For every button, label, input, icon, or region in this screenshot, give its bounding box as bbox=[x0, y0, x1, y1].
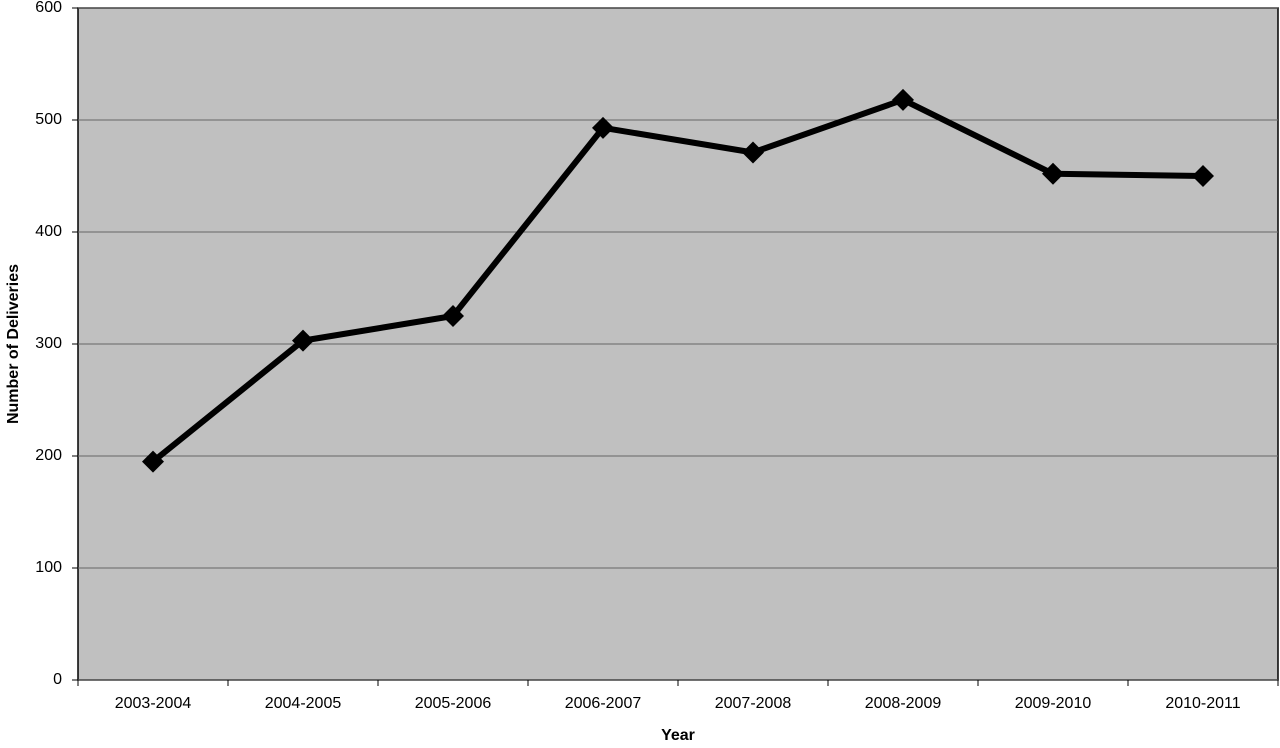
y-tick-label: 600 bbox=[35, 0, 62, 16]
data-line bbox=[151, 96, 1204, 464]
data-marker bbox=[892, 88, 914, 111]
y-tick-label: 400 bbox=[35, 223, 62, 240]
data-marker bbox=[142, 450, 164, 473]
y-tick-label: 200 bbox=[35, 447, 62, 464]
data-marker bbox=[292, 329, 314, 352]
x-tick-label: 2003-2004 bbox=[115, 695, 192, 712]
data-marker bbox=[1042, 162, 1064, 185]
x-tick-label: 2004-2005 bbox=[265, 695, 342, 712]
y-tick-label: 0 bbox=[53, 671, 62, 688]
y-tick-label: 500 bbox=[35, 111, 62, 128]
x-tick-label: 2010-2011 bbox=[1165, 695, 1240, 712]
y-axis-label: Number of Deliveries bbox=[5, 264, 22, 424]
x-tick-label: 2005-2006 bbox=[415, 695, 492, 712]
x-tick-label: 2008-2009 bbox=[865, 695, 942, 712]
data-marker bbox=[592, 116, 614, 139]
data-marker bbox=[442, 305, 464, 327]
data-marker bbox=[1192, 165, 1214, 187]
y-tick-label: 100 bbox=[35, 559, 62, 576]
x-tick-label: 2007-2008 bbox=[715, 695, 792, 712]
x-axis-label: Year bbox=[661, 727, 695, 743]
y-tick-label: 300 bbox=[35, 335, 62, 352]
x-tick-label: 2009-2010 bbox=[1015, 695, 1092, 712]
x-tick-label: 2006-2007 bbox=[565, 695, 642, 712]
data-marker bbox=[742, 141, 764, 164]
